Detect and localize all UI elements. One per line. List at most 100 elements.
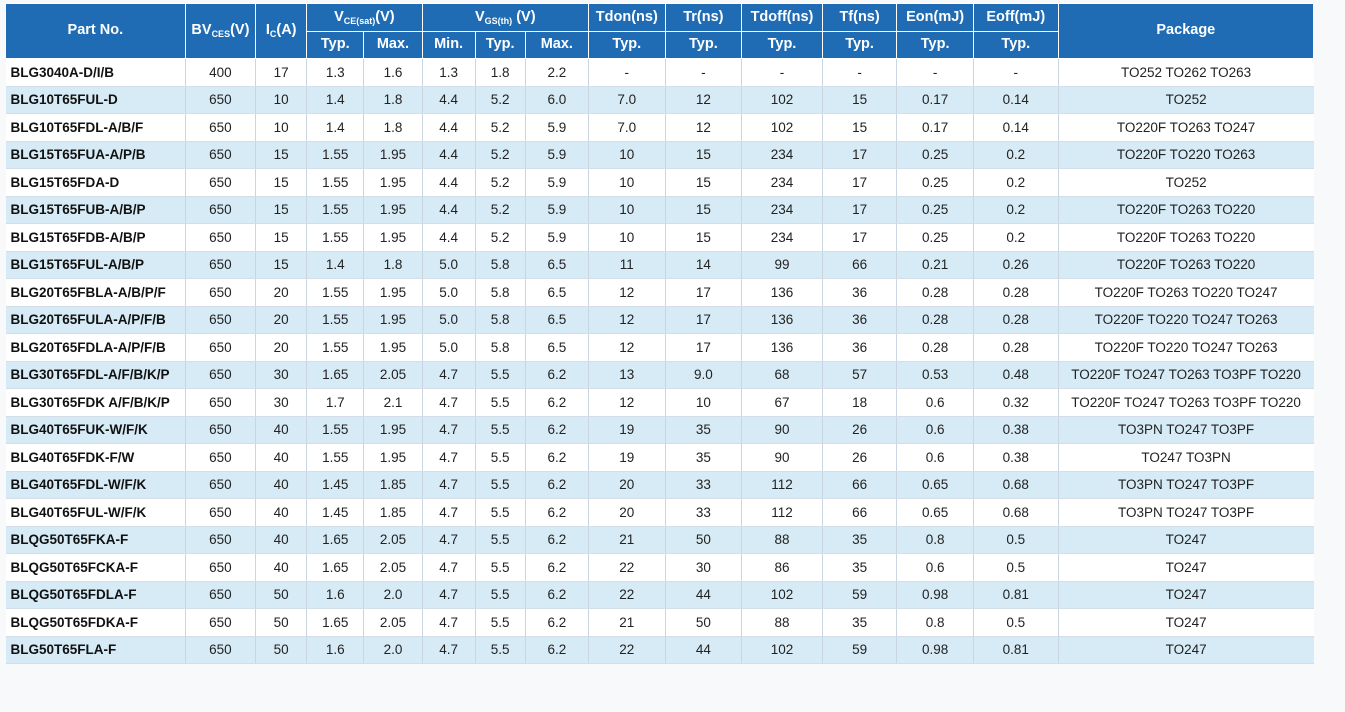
cell-eoff: 0.28 [973,333,1059,362]
table-row: BLG30T65FDK A/F/B/K/P 650 30 1.7 2.1 4.7 5.5 6.… [5,388,1314,417]
cell-ic: 20 [255,306,308,334]
cell-eon: 0.25 [896,223,974,252]
cell-tdon: 21 [588,526,666,554]
cell-tdoff: 112 [741,498,823,527]
cell-vgs-min: 4.4 [422,223,476,252]
cell-ic: 30 [255,361,308,389]
table-row: BLG40T65FDK-F/W 650 40 1.55 1.95 4.7 5.5 6.2 19 3… [5,443,1314,472]
subheader-vgs-min: Min. [421,31,476,59]
cell-tf: 36 [822,333,898,362]
cell-eon: 0.65 [896,471,974,499]
cell-vgs-min: 4.7 [422,361,476,389]
cell-tdon: 10 [588,196,666,224]
cell-part-no: BLG30T65FDL-A/F/B/K/P [5,361,186,389]
header-eon: Eon(mJ) [896,3,974,32]
cell-vgs-typ: 5.2 [475,141,526,169]
cell-eon: 0.28 [896,333,974,362]
cell-package: TO220F TO263 TO247 [1058,113,1314,142]
cell-vgs-min: 5.0 [422,278,476,307]
cell-vgs-min: 4.4 [422,168,476,197]
cell-eoff: 0.2 [973,168,1059,197]
cell-tf: 26 [822,443,898,472]
table-row: BLG20T65FULA-A/P/F/B 650 20 1.55 1.95 5.0 5.8 6… [5,306,1314,334]
header-ic-sub: C [269,29,277,40]
cell-part-no: BLG20T65FDLA-A/P/F/B [5,333,186,362]
cell-eoff: 0.2 [973,196,1059,224]
cell-tdoff: 102 [741,581,823,609]
cell-package: TO247 [1058,553,1314,582]
header-vgs-main: V [475,8,485,25]
cell-tr: 35 [665,443,743,472]
cell-tdon: 20 [588,498,666,527]
table-row: BLG15T65FUB-A/B/P 650 15 1.55 1.95 4.4 5.2 5.9 1… [5,196,1314,224]
cell-eon: 0.6 [896,443,974,472]
cell-vce-typ: 1.7 [306,388,365,417]
subheader-vce-max: Max. [363,31,423,59]
table-row: BLG15T65FDA-D 650 15 1.55 1.95 4.4 5.2 5.9 10 15 2… [5,168,1314,197]
cell-vgs-typ: 5.5 [475,608,526,637]
cell-tf: 59 [822,636,898,664]
table-row: BLG20T65FDLA-A/P/F/B 650 20 1.55 1.95 5.0 5.8 6… [5,333,1314,362]
cell-eon: 0.25 [896,168,974,197]
cell-vgs-max: 6.2 [525,498,590,527]
cell-ic: 40 [255,498,308,527]
cell-vce-typ: 1.55 [306,278,365,307]
cell-vgs-typ: 5.5 [475,553,526,582]
cell-tf: 59 [822,581,898,609]
cell-eoff: 0.14 [973,86,1059,114]
cell-vgs-typ: 5.5 [475,526,526,554]
cell-tdon: 20 [588,471,666,499]
cell-tr: 44 [665,581,743,609]
cell-vgs-min: 4.7 [422,416,476,444]
cell-part-no: BLG40T65FDK-F/W [5,443,186,472]
table-row: BLG40T65FUL-W/F/K 650 40 1.45 1.85 4.7 5.5 6.2 2… [5,498,1314,527]
cell-vce-max: 1.85 [363,471,423,499]
subheader-vce-typ: Typ. [306,31,365,59]
cell-bv-ces: 650 [185,251,257,279]
table-row: BLQG50T65FDKA-F 650 50 1.65 2.05 4.7 5.5 6.2 21 5… [5,608,1314,637]
cell-tdon: 10 [588,168,666,197]
cell-vgs-max: 6.2 [525,636,590,664]
cell-vgs-typ: 5.8 [475,278,526,307]
cell-vce-max: 2.05 [363,361,423,389]
header-vce-sat: VCE(sat)(V) [306,3,423,32]
cell-vgs-max: 6.2 [525,443,590,472]
cell-vce-typ: 1.55 [306,306,365,334]
cell-vgs-typ: 5.5 [475,581,526,609]
cell-eon: 0.6 [896,416,974,444]
cell-ic: 15 [255,223,308,252]
cell-eon: 0.98 [896,581,974,609]
cell-vce-typ: 1.55 [306,333,365,362]
cell-vgs-typ: 5.2 [475,113,526,142]
cell-package: TO220F TO220 TO247 TO263 [1058,306,1314,334]
cell-tf: 35 [822,553,898,582]
cell-vce-typ: 1.4 [306,251,365,279]
cell-package: TO247 [1058,608,1314,637]
cell-package: TO220F TO220 TO247 TO263 [1058,333,1314,362]
cell-tdoff: - [741,58,823,87]
cell-eoff: 0.32 [973,388,1059,417]
cell-package: TO220F TO263 TO220 [1058,223,1314,252]
header-vgs-th: VGS(th) (V) [421,3,590,32]
cell-vce-typ: 1.65 [306,526,365,554]
cell-eon: 0.98 [896,636,974,664]
cell-vce-typ: 1.55 [306,168,365,197]
cell-tr: 14 [665,251,743,279]
cell-vgs-max: 5.9 [525,113,590,142]
cell-vgs-min: 4.7 [422,471,476,499]
cell-part-no: BLG15T65FUB-A/B/P [5,196,186,224]
cell-vgs-typ: 5.5 [475,636,526,664]
table-row: BLQG50T65FKA-F 650 40 1.65 2.05 4.7 5.5 6.2 21 50… [5,526,1314,554]
cell-vgs-max: 5.9 [525,223,590,252]
cell-bv-ces: 650 [185,278,257,307]
subheader-tdon-typ: Typ. [588,31,666,59]
cell-eon: 0.28 [896,306,974,334]
cell-eoff: - [973,58,1059,87]
header-vce-sub: CE(sat) [343,15,376,26]
cell-bv-ces: 650 [185,471,257,499]
cell-eoff: 0.81 [973,636,1059,664]
cell-package: TO3PN TO247 TO3PF [1058,416,1314,444]
cell-eon: 0.53 [896,361,974,389]
cell-tr: 9.0 [665,361,743,389]
cell-tdon: 19 [588,416,666,444]
